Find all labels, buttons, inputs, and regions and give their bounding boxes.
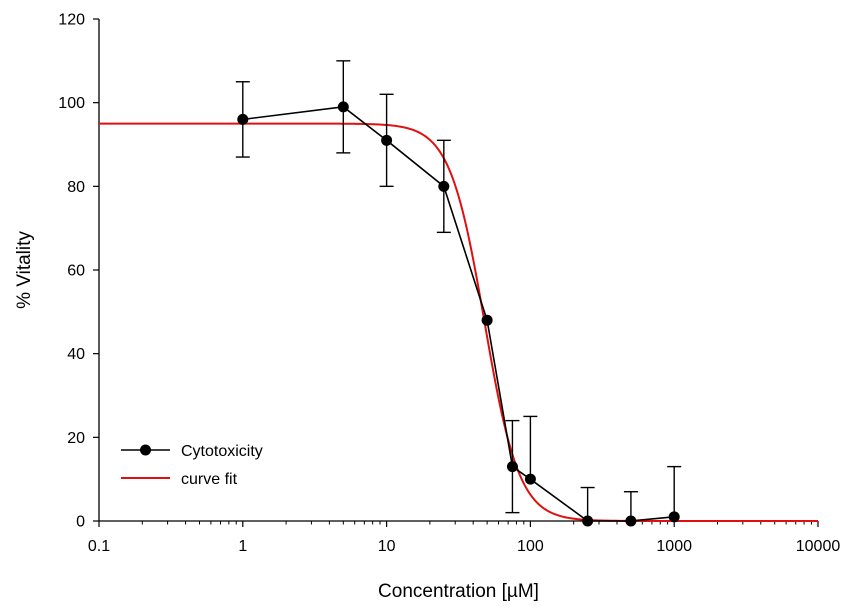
legend-cytotoxicity-marker: [140, 444, 151, 456]
x-tick-label: 10000: [796, 538, 841, 555]
data-point: [381, 134, 393, 146]
y-tick-label: 20: [67, 430, 85, 447]
cytotoxicity-layer: [235, 60, 682, 527]
x-axis-label: Concentration [µM]: [378, 581, 539, 602]
data-point: [481, 314, 493, 326]
y-tick-label: 120: [58, 12, 85, 29]
y-axis-label: % Vitality: [14, 231, 35, 309]
x-tick-label: 1000: [656, 538, 692, 555]
data-point: [337, 101, 349, 113]
data-point: [625, 515, 637, 527]
data-point: [506, 461, 518, 473]
x-tick-label: 1: [238, 538, 247, 555]
x-tick-label: 0.1: [88, 538, 110, 555]
y-tick-label: 40: [67, 346, 85, 363]
data-point: [438, 180, 450, 192]
curve-fit-layer: [99, 122, 818, 522]
legend-curve-fit-label: curve fit: [181, 471, 238, 488]
y-tick-label: 60: [67, 263, 85, 280]
legend: Cytotoxicity curve fit: [121, 443, 263, 488]
y-tick-label: 0: [76, 514, 85, 531]
axes: 0.1 1 10 100 1000 10000 0 20 40 60 80 100 120: [58, 12, 840, 556]
legend-cytotoxicity-label: Cytotoxicity: [181, 443, 263, 460]
x-tick-label: 10: [378, 538, 396, 555]
y-tick-label: 100: [58, 95, 85, 112]
data-point: [237, 113, 249, 125]
x-tick-label: 100: [517, 538, 544, 555]
y-tick-label: 80: [67, 179, 85, 196]
data-point: [524, 473, 536, 485]
data-point: [582, 515, 594, 527]
curve-fit-line: [99, 122, 818, 522]
data-point: [668, 511, 680, 523]
cytotoxicity-line: [242, 106, 675, 522]
